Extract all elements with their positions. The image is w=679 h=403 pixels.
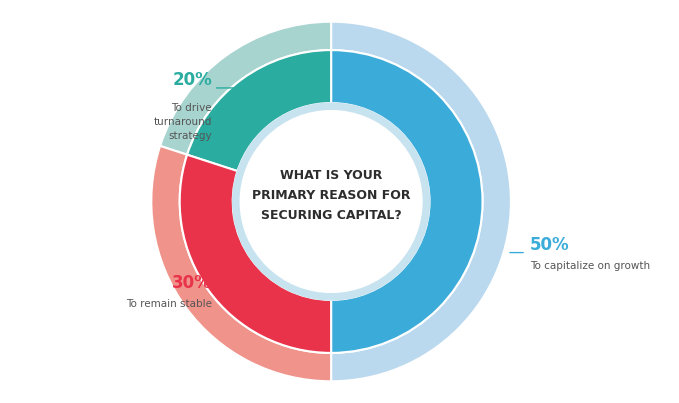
- Text: 20%: 20%: [172, 71, 212, 89]
- Text: To remain stable: To remain stable: [126, 299, 212, 309]
- Text: To drive
turnaround
strategy: To drive turnaround strategy: [153, 103, 212, 141]
- Wedge shape: [331, 22, 511, 381]
- Wedge shape: [180, 155, 331, 353]
- Text: WHAT IS YOUR
PRIMARY REASON FOR
SECURING CAPITAL?: WHAT IS YOUR PRIMARY REASON FOR SECURING…: [252, 169, 410, 222]
- Wedge shape: [331, 50, 483, 353]
- Circle shape: [233, 103, 430, 300]
- Wedge shape: [160, 22, 331, 155]
- Wedge shape: [151, 146, 331, 381]
- Circle shape: [240, 111, 422, 292]
- Text: 30%: 30%: [172, 274, 212, 292]
- Text: 50%: 50%: [530, 236, 570, 254]
- Wedge shape: [187, 50, 331, 171]
- Text: To capitalize on growth: To capitalize on growth: [530, 261, 650, 271]
